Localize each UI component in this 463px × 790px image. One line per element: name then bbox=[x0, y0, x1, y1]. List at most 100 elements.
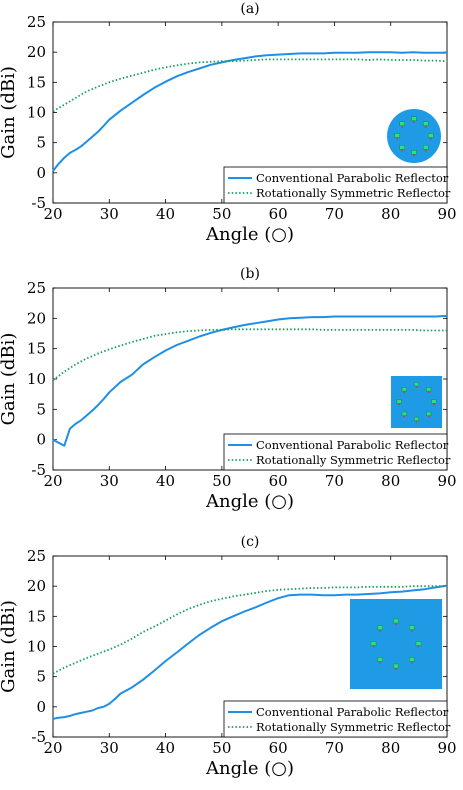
array-element-icon bbox=[423, 121, 429, 126]
x-tick-label: 30 bbox=[100, 739, 119, 757]
array-element-icon bbox=[426, 411, 432, 416]
feed-point-icon bbox=[398, 403, 401, 406]
feed-point-icon bbox=[432, 403, 435, 406]
legend-entry-label: Conventional Parabolic Reflector bbox=[256, 171, 449, 185]
feed-point-icon bbox=[413, 121, 415, 123]
feed-point-icon bbox=[379, 629, 381, 632]
y-tick-label: 15 bbox=[27, 607, 46, 625]
panel-c: (c) 20 30 40 50 60 70 80 90 -5 0 5 10 15 20 25 Angle (○)… bbox=[0, 534, 457, 779]
y-tick-label: 10 bbox=[27, 638, 46, 656]
legend-box bbox=[223, 700, 448, 738]
y-axis-label: Gain (dBi) bbox=[0, 66, 19, 159]
array-element-icon bbox=[411, 150, 417, 155]
y-tick-label: 15 bbox=[27, 73, 46, 91]
y-tick-label: 0 bbox=[36, 431, 46, 449]
y-tick-label: 0 bbox=[36, 164, 46, 182]
x-tick-label: 40 bbox=[156, 205, 175, 223]
y-tick-label: 20 bbox=[27, 43, 46, 61]
feed-point-icon bbox=[379, 661, 381, 664]
x-axis-label: Angle (○) bbox=[205, 224, 294, 245]
y-tick-label: 20 bbox=[27, 309, 46, 327]
feed-point-icon bbox=[401, 149, 404, 152]
feed-point-icon bbox=[424, 149, 427, 152]
y-tick-label: 25 bbox=[27, 279, 46, 297]
array-element-icon bbox=[415, 641, 422, 646]
y-tick-label: 10 bbox=[27, 104, 46, 122]
x-tick-label: 90 bbox=[437, 472, 456, 490]
y-axis-label: Gain (dBi) bbox=[0, 600, 19, 693]
legend: Conventional Parabolic ReflectorRotation… bbox=[223, 433, 451, 471]
x-axis-label: Angle (○) bbox=[205, 758, 294, 779]
array-element-icon bbox=[370, 641, 377, 646]
y-tick-label: -5 bbox=[31, 461, 46, 479]
legend-entry-label: Conventional Parabolic Reflector bbox=[256, 705, 449, 719]
x-tick-label: 20 bbox=[43, 205, 62, 223]
legend-entry-label: Rotationally Symmetric Reflector bbox=[256, 720, 451, 734]
array-element-icon bbox=[409, 657, 415, 662]
y-axis-label: Gain (dBi) bbox=[0, 333, 19, 426]
array-element-icon bbox=[414, 416, 419, 421]
x-tick-label: 80 bbox=[381, 472, 400, 490]
feed-point-icon bbox=[415, 386, 418, 389]
panel-title: (c) bbox=[241, 534, 260, 550]
array-element-icon bbox=[399, 145, 405, 150]
array-element-icon bbox=[399, 121, 405, 126]
feed-point-icon bbox=[417, 645, 420, 648]
x-tick-label: 30 bbox=[100, 472, 119, 490]
feed-point-icon bbox=[427, 415, 430, 418]
feed-point-icon bbox=[411, 629, 413, 632]
x-tick-label: 70 bbox=[325, 739, 344, 757]
panel-title: (a) bbox=[240, 1, 259, 17]
panel-b: (b) 20 30 40 50 60 70 80 90 -5 0 5 10 15 20 25 Angle (○)… bbox=[0, 266, 457, 512]
legend-box bbox=[223, 166, 448, 204]
y-tick-label: 5 bbox=[36, 400, 46, 418]
y-tick-label: 15 bbox=[27, 340, 46, 358]
y-tick-label: 10 bbox=[27, 370, 46, 388]
array-element-icon bbox=[393, 618, 399, 624]
x-tick-label: 40 bbox=[156, 739, 175, 757]
array-element-icon bbox=[411, 116, 417, 121]
legend-box bbox=[223, 433, 448, 471]
x-tick-label: 50 bbox=[212, 205, 231, 223]
series-line-rotationally-symmetric bbox=[52, 328, 447, 381]
array-element-icon bbox=[428, 133, 434, 138]
feed-point-icon bbox=[415, 420, 418, 423]
series-line-rotationally-symmetric bbox=[52, 585, 447, 675]
array-element-icon bbox=[401, 387, 407, 392]
x-tick-label: 30 bbox=[100, 205, 119, 223]
array-element-icon bbox=[377, 625, 383, 630]
array-element-icon bbox=[431, 399, 437, 404]
antenna-array-inset bbox=[391, 376, 442, 428]
x-tick-label: 70 bbox=[325, 205, 344, 223]
feed-point-icon bbox=[427, 391, 430, 394]
y-tick-label: 25 bbox=[27, 547, 46, 565]
feed-point-icon bbox=[413, 154, 415, 157]
array-element-icon bbox=[414, 382, 419, 387]
feed-point-icon bbox=[424, 126, 427, 128]
array-element-icon bbox=[423, 145, 429, 150]
array-element-icon bbox=[393, 663, 399, 669]
x-tick-label: 20 bbox=[43, 472, 62, 490]
array-element-icon bbox=[377, 657, 383, 662]
inset-background bbox=[350, 599, 442, 689]
feed-point-icon bbox=[395, 668, 397, 671]
array-element-icon bbox=[409, 625, 415, 630]
y-tick-label: 0 bbox=[36, 698, 46, 716]
array-element-icon bbox=[394, 133, 400, 138]
x-tick-label: 50 bbox=[212, 472, 231, 490]
legend: Conventional Parabolic ReflectorRotation… bbox=[223, 700, 451, 738]
x-tick-label: 40 bbox=[156, 472, 175, 490]
x-tick-label: 70 bbox=[325, 472, 344, 490]
y-tick-label: -5 bbox=[31, 194, 46, 212]
legend: Conventional Parabolic ReflectorRotation… bbox=[223, 166, 451, 204]
x-tick-label: 80 bbox=[381, 739, 400, 757]
array-element-icon bbox=[396, 399, 402, 404]
feed-point-icon bbox=[403, 391, 406, 394]
y-tick-label: 5 bbox=[36, 668, 46, 686]
array-element-icon bbox=[426, 387, 432, 392]
x-tick-label: 60 bbox=[269, 739, 288, 757]
feed-point-icon bbox=[403, 415, 406, 418]
x-tick-label: 60 bbox=[269, 205, 288, 223]
panel-title: (b) bbox=[240, 266, 260, 282]
